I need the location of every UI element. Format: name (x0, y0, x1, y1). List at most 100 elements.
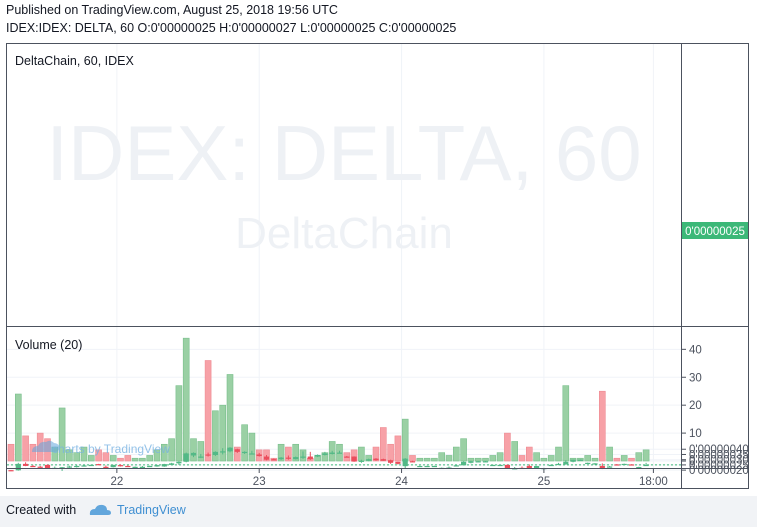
candle-body (37, 466, 43, 468)
candle-body (23, 463, 29, 466)
candle-body (293, 457, 299, 460)
candle-body (322, 453, 328, 455)
volume-bar (467, 457, 475, 462)
candle-body (88, 464, 94, 467)
candle-body (358, 460, 364, 462)
volume-bar (474, 457, 482, 462)
chart-title: DeltaChain, 60, IDEX (15, 54, 134, 68)
candle-body (380, 459, 386, 461)
candle-body (307, 456, 313, 460)
volume-bar (234, 446, 241, 462)
volume-axis[interactable]: 0 10 20 30 40 (681, 344, 702, 468)
candle-body (599, 465, 605, 469)
candle-body (198, 456, 204, 458)
tradingview-cloud-icon (32, 440, 59, 452)
volume-bar (452, 446, 460, 462)
candle-body (103, 466, 109, 468)
watermark-name: DeltaChain (235, 209, 453, 258)
price-chart[interactable]: IDEX: DELTA, 60 DeltaChain charts by Tra… (0, 0, 757, 496)
candle-body (249, 453, 255, 455)
candle-body (300, 456, 306, 458)
volume-bar (642, 449, 650, 462)
candle-body (366, 459, 372, 461)
volume-bar (292, 443, 300, 462)
candle-body (643, 464, 649, 467)
candle-body (585, 462, 591, 465)
candle-body (234, 449, 240, 452)
volume-tick-label: 10 (689, 428, 702, 440)
volume-bar (379, 427, 387, 462)
volume-bar (598, 390, 606, 462)
candle-body (504, 464, 510, 469)
time-tick-label: 22 (110, 476, 123, 488)
volume-bar (204, 360, 212, 462)
volume-bar (533, 452, 540, 462)
candle-body (66, 466, 72, 468)
volume-bar (58, 407, 66, 462)
volume-tick-label: 20 (689, 400, 702, 412)
volume-bar (372, 446, 380, 462)
volume-bar (635, 452, 643, 462)
candle-body (183, 453, 189, 462)
volume-bar (606, 446, 613, 462)
time-axis[interactable]: 22 23 24 25 18:00 (110, 468, 668, 488)
candle-body (59, 467, 65, 469)
inline-brand[interactable]: charts by TradingView (32, 440, 170, 456)
volume-bar (212, 410, 219, 462)
volume-bar (190, 438, 197, 462)
volume-bar (7, 443, 15, 462)
candle-body (577, 459, 583, 461)
candle-body (351, 456, 357, 462)
volume-bar (504, 432, 511, 462)
volume-bar (29, 443, 37, 462)
volume-bar (88, 455, 95, 462)
volume-bar (518, 455, 526, 462)
price-tick-label: 0'00000030 (689, 455, 749, 467)
candle-body (497, 464, 503, 467)
candle-body (271, 459, 277, 461)
volume-bar (416, 457, 424, 462)
volume-bars (7, 337, 650, 462)
volume-bar (153, 449, 161, 462)
candle-body (117, 465, 124, 467)
volume-bar (547, 455, 555, 462)
candle-body (96, 464, 102, 466)
volume-bar (124, 455, 132, 462)
volume-bar (482, 457, 489, 462)
volume-bar (394, 435, 402, 462)
symbol-ohlc-line: IDEX:IDEX: DELTA, 60 O:0'00000025 H:0'00… (6, 21, 457, 35)
volume-bar (445, 455, 453, 462)
candle-body (110, 464, 116, 468)
volume-bar (226, 374, 234, 462)
volume-bar (628, 457, 635, 462)
candle-body (220, 451, 226, 453)
tradingview-link[interactable]: TradingView (117, 503, 186, 517)
candle-body (263, 456, 270, 460)
volume-bar (22, 435, 29, 462)
candle-body (621, 463, 627, 466)
volume-bar (285, 446, 292, 462)
price-tick-label: 0'00000020 (689, 465, 749, 477)
volume-bar (496, 452, 504, 462)
price-tick-label: 0'00000040 (689, 444, 749, 456)
price-axis[interactable]: 0'000000200'000000250'000000300'00000035… (681, 444, 749, 477)
volume-bar (584, 455, 592, 462)
volume-bar (146, 455, 153, 462)
candle-body (329, 452, 335, 454)
candle-body (461, 461, 467, 466)
candle-body (373, 458, 379, 461)
candle-body (468, 461, 474, 463)
candle-body (15, 463, 21, 471)
candle-body (315, 454, 321, 457)
candle-body (607, 466, 613, 468)
volume-bar (117, 457, 124, 462)
inline-brand-label: charts by TradingView (52, 442, 170, 456)
candle-body (154, 465, 160, 467)
volume-bar (613, 457, 621, 462)
candle-body (431, 465, 437, 468)
time-tick-label: 25 (538, 476, 551, 488)
candle-body (614, 464, 620, 466)
volume-bar (358, 446, 365, 462)
candle-body (534, 465, 540, 469)
time-tick-label: 18:00 (639, 476, 668, 488)
